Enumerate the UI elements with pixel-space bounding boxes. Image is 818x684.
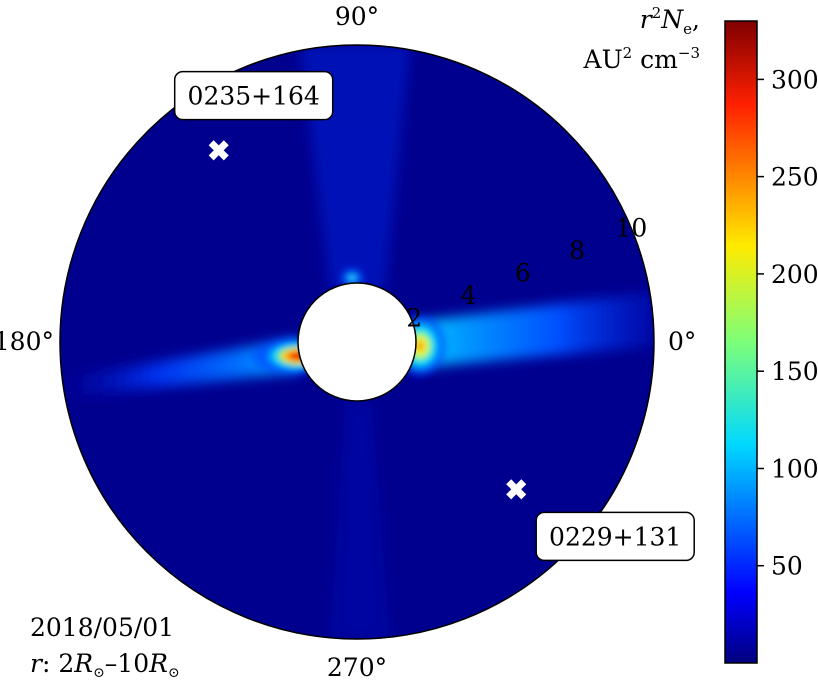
polar-heatmap xyxy=(60,45,654,639)
source-label-box xyxy=(173,70,334,121)
range-label: r: 2R⊙–10R⊙ xyxy=(30,649,180,680)
radial-tick-label: 8 xyxy=(569,236,585,265)
source-label-box xyxy=(535,511,695,562)
radial-tick-label: 2 xyxy=(406,303,422,332)
colorbar-ticks: 50 100 150 200 250 300 xyxy=(757,65,818,581)
source-label: 0235+164 xyxy=(188,82,320,111)
radial-tick-label: 10 xyxy=(615,213,647,242)
colorbar-tick-label: 50 xyxy=(771,552,803,581)
colorbar xyxy=(724,20,758,664)
colorbar-title: r2Ne, xyxy=(640,4,700,38)
west-streamer xyxy=(60,338,300,398)
east-streamer xyxy=(412,292,654,368)
angle-label-0: 0° xyxy=(668,327,696,356)
radial-tick-label: 6 xyxy=(515,258,531,287)
radial-tick-labels: 2 4 6 8 10 xyxy=(406,213,647,332)
colorbar-tick-label: 100 xyxy=(771,455,818,484)
colorbar-units: AU2 cm−3 xyxy=(583,44,700,74)
colorbar-tick-label: 150 xyxy=(771,357,818,386)
angle-label-180: 180° xyxy=(0,327,54,356)
plot-outline xyxy=(59,44,655,640)
source-marker: ✖ xyxy=(504,473,527,506)
angle-label-90: 90° xyxy=(335,2,379,31)
occulter-disk xyxy=(297,282,417,402)
source-label: 0229+131 xyxy=(549,522,681,551)
colorbar-tick-label: 300 xyxy=(771,65,818,94)
source-marker: ✖ xyxy=(207,135,230,168)
source-markers: ✖ 0235+164 ✖ 0229+131 xyxy=(173,70,695,562)
colorbar-tick-label: 250 xyxy=(771,163,818,192)
colorbar-tick-label: 200 xyxy=(771,260,818,289)
radial-tick-label: 4 xyxy=(461,281,477,310)
south-plume xyxy=(330,400,390,639)
date-label: 2018/05/01 xyxy=(30,613,174,642)
angle-label-270: 270° xyxy=(327,653,387,680)
